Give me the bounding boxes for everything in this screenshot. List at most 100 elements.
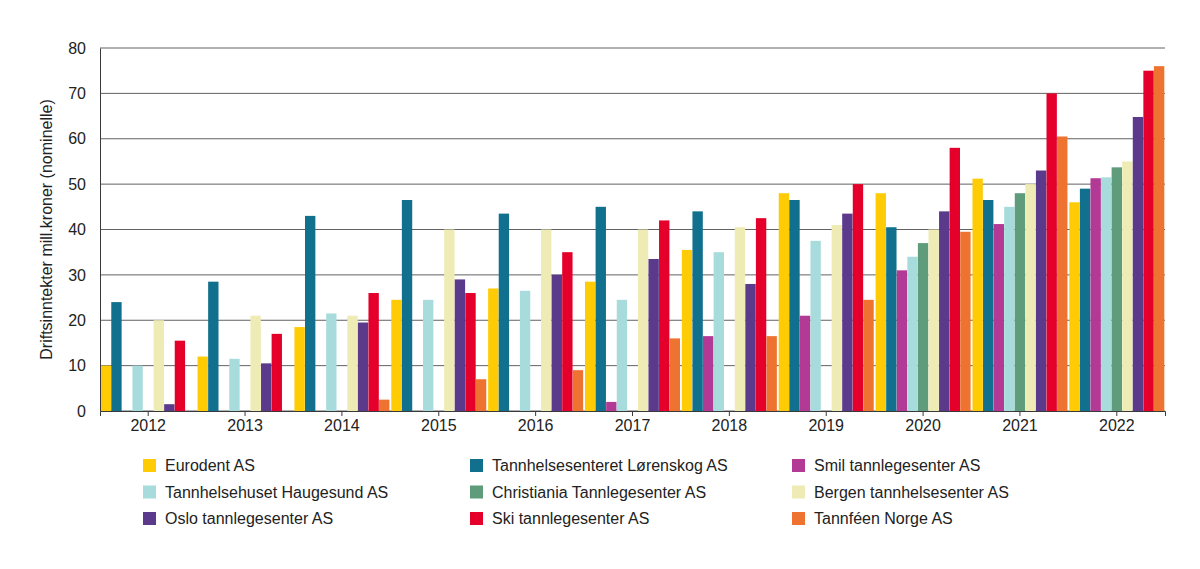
x-tick-label: 2013 xyxy=(227,417,263,434)
y-axis-line xyxy=(100,49,101,412)
legend-item: Ski tannlegesenter AS xyxy=(470,510,649,527)
y-axis-title: Driftsinntekter mill.kroner (nominelle) xyxy=(38,99,55,360)
x-tick-mark xyxy=(826,411,827,416)
x-tick: 2022 xyxy=(1099,411,1135,434)
y-tick: 50 xyxy=(68,176,100,193)
bar xyxy=(886,227,896,411)
bar xyxy=(562,252,572,411)
x-tick: 2021 xyxy=(1002,411,1038,434)
legend-item: Oslo tannlegesenter AS xyxy=(143,510,333,527)
legend-label: Tannhelsesenteret Lørenskog AS xyxy=(492,457,728,474)
series xyxy=(154,161,1133,411)
bar xyxy=(1143,71,1153,411)
legend-item: Eurodent AS xyxy=(143,457,255,474)
bar xyxy=(164,404,174,411)
bar xyxy=(476,379,486,411)
grid-line xyxy=(100,48,1165,49)
y-tick-label: 0 xyxy=(77,403,86,420)
series xyxy=(101,179,1080,411)
x-tick: 2016 xyxy=(518,411,554,434)
legend-swatch xyxy=(143,486,156,499)
y-tick: 10 xyxy=(68,357,100,374)
bar xyxy=(638,230,648,412)
bar xyxy=(939,211,949,411)
x-axis-line xyxy=(101,412,1166,417)
bar xyxy=(175,341,185,411)
x-tick: 2013 xyxy=(227,411,263,434)
bar xyxy=(745,284,755,411)
bar xyxy=(444,230,454,412)
legend-label: Tannhelsehuset Haugesund AS xyxy=(165,484,388,501)
legend-swatch xyxy=(470,459,483,472)
bar xyxy=(897,270,907,411)
x-tick-mark xyxy=(729,411,730,416)
bar xyxy=(766,336,776,411)
legend-label: Ski tannlegesenter AS xyxy=(492,510,649,527)
bar xyxy=(261,363,271,411)
bar xyxy=(1122,161,1132,411)
bar xyxy=(305,216,315,411)
grid xyxy=(100,48,1165,411)
y-tick-label: 60 xyxy=(68,130,86,147)
x-tick-mark xyxy=(1019,411,1020,416)
y-tick: 40 xyxy=(68,221,100,238)
bars xyxy=(101,66,1165,411)
bar xyxy=(391,300,401,411)
x-tick-label: 2017 xyxy=(615,417,651,434)
series xyxy=(132,177,1111,411)
bar xyxy=(810,241,820,411)
x-tick: 2019 xyxy=(808,411,844,434)
y-tick: 70 xyxy=(68,85,100,102)
x-tick: 2020 xyxy=(905,411,941,434)
bar xyxy=(208,282,218,411)
legend-label: Eurodent AS xyxy=(165,457,255,474)
grid-line xyxy=(100,93,1165,94)
bar xyxy=(358,323,368,411)
x-tick: 2015 xyxy=(421,411,457,434)
plot: 0102030405060708020122013201420152016201… xyxy=(68,40,1165,435)
legend-swatch xyxy=(470,512,483,525)
bar xyxy=(455,279,465,411)
x-tick-mark xyxy=(148,411,149,416)
bar xyxy=(1036,171,1046,411)
bar xyxy=(832,225,842,411)
x-tick-label: 2021 xyxy=(1002,417,1038,434)
bar xyxy=(853,184,863,411)
x-tick-mark xyxy=(923,411,924,416)
y-tick-label: 50 xyxy=(68,176,86,193)
bar xyxy=(198,357,208,411)
bar xyxy=(573,370,583,411)
bar xyxy=(379,400,389,411)
bar xyxy=(983,200,993,411)
bar xyxy=(423,300,433,411)
bar xyxy=(1069,202,1079,411)
bar xyxy=(1101,177,1111,411)
bar xyxy=(842,214,852,411)
x-axis: 2012201320142015201620172018201920202021… xyxy=(101,411,1166,434)
y-axis: 01020304050607080 xyxy=(68,40,100,420)
bar xyxy=(789,200,799,411)
legend-swatch xyxy=(792,459,805,472)
y-tick-label: 40 xyxy=(68,221,86,238)
legend-swatch xyxy=(792,486,805,499)
bar xyxy=(703,336,713,411)
x-tick: 2014 xyxy=(324,411,360,434)
bar xyxy=(648,259,658,411)
x-tick-mark xyxy=(632,411,633,416)
bar xyxy=(907,257,917,411)
bar xyxy=(1154,66,1164,411)
bar xyxy=(714,252,724,411)
bar xyxy=(596,207,606,411)
bar xyxy=(682,250,692,411)
chart: 0102030405060708020122013201420152016201… xyxy=(0,0,1200,569)
bar xyxy=(692,211,702,411)
bar xyxy=(154,320,164,411)
legend-label: Oslo tannlegesenter AS xyxy=(165,510,333,527)
y-tick-label: 20 xyxy=(68,312,86,329)
x-tick-mark xyxy=(341,411,342,416)
bar xyxy=(520,291,530,411)
x-tick-label: 2014 xyxy=(324,417,360,434)
bar xyxy=(326,313,336,411)
series xyxy=(164,117,1143,411)
bar xyxy=(585,282,595,411)
